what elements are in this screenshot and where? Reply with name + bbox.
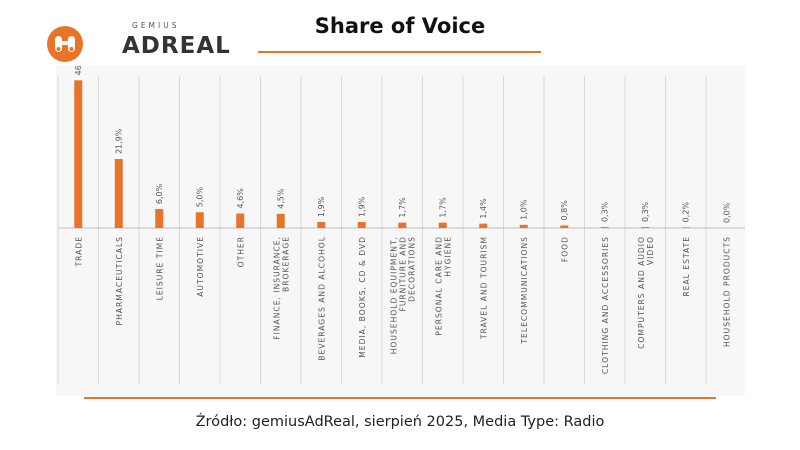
data-label: 21,9% [115,128,124,154]
category-label: BROKERAGE [281,236,290,292]
category-label: COMPUTERS AND AUDIO [637,236,646,349]
bar-3 [195,212,204,228]
data-label: 1,4% [479,198,488,219]
bar-1 [114,159,123,228]
category-label: TRAVEL AND TOURISM [479,236,488,340]
data-label: 5,0% [196,187,205,208]
category-label: AUTOMOTIVE [196,236,205,297]
category-label: PHARMACEUTICALS [115,236,124,325]
data-label: 6,0% [155,183,164,204]
logo-main-text: ADREAL [122,33,231,59]
bar-12 [560,225,569,228]
category-label: FOOD [560,236,569,262]
bar-9 [438,222,447,228]
bar-2 [155,209,164,228]
category-label: LEISURE TIME [155,236,164,300]
category-label: CLOTHING AND ACCESSORIES [601,236,610,374]
category-label: TRADE [74,236,83,267]
data-label: 0,3% [641,201,650,222]
data-label: 0,0% [722,202,731,223]
bar-11 [519,224,528,228]
bar-0 [74,80,83,228]
page-title: Share of Voice [314,14,486,38]
category-label: HOUSEHOLD PRODUCTS [722,236,731,347]
logo-top-text: GEMIUS [132,21,180,30]
data-label: 4,5% [277,188,286,209]
binoculars-icon [47,26,83,62]
category-label: OTHER [236,236,245,267]
source-note: Źródło: gemiusAdReal, sierpień 2025, Med… [195,414,605,430]
bar-7 [357,222,366,228]
data-label: 1,9% [317,196,326,217]
bar-4 [236,213,245,228]
data-label: 0,3% [601,201,610,222]
data-label: 4,6% [236,188,245,209]
data-label: 1,0% [520,199,529,220]
bar-5 [276,213,285,228]
category-label: VIDEO [646,236,655,265]
gemius-adreal-logo: GEMIUS ADREAL [42,10,230,64]
chart-panel: 46,9% TRADE 21,9% PHARMACEUTICALS 6,0% LEISUR… [56,66,745,396]
category-label: MEDIA, BOOKS, CD & DVD [358,236,367,358]
footer-divider [84,397,716,399]
bar-6 [317,222,326,228]
data-label: 46,9% [74,66,83,75]
category-label: FURNITURE AND [398,236,407,312]
bar-chart: 46,9% TRADE 21,9% PHARMACEUTICALS 6,0% LEISUR… [57,66,745,384]
category-label: PERSONAL CARE AND [434,236,443,336]
data-label: 0,8% [560,200,569,221]
category-label: FINANCE, INSURANCE, [272,236,281,340]
data-label: 1,7% [439,197,448,218]
bar-14 [641,227,650,228]
data-label: 1,9% [358,196,367,217]
bar-13 [600,227,609,228]
title-underline [258,51,541,53]
data-label: 0,2% [682,202,691,223]
bar-15 [681,227,690,228]
category-label: REAL ESTATE [682,236,691,297]
category-label: HYGIENE [443,236,452,277]
category-label: HOUSEHOLD EQUIPMENT, [389,236,398,354]
category-label: DECORATIONS [407,236,416,302]
data-label: 1,7% [398,197,407,218]
bar-10 [479,223,488,228]
category-label: TELECOMMUNICATIONS [520,236,529,345]
category-label: BEVERAGES AND ALCOHOL [317,236,326,361]
bar-8 [398,222,407,228]
